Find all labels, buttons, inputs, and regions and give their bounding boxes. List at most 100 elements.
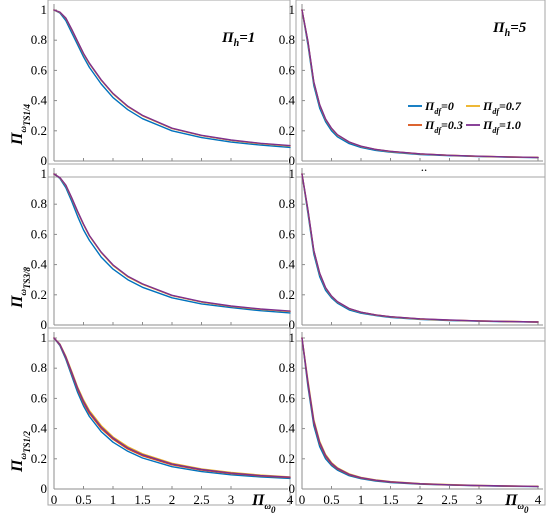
ylabel-row-1: ΠωTS1/4 xyxy=(9,104,32,146)
panel-r2c0-xtick-label-1: 0.5 xyxy=(75,492,91,507)
svg-text:Πdf=0.7: Πdf=0.7 xyxy=(482,99,522,116)
panel-r1c0-series-0 xyxy=(53,173,291,314)
panel-r0c1-ytick-label-4: 0.8 xyxy=(279,32,295,47)
panel-r2c0-xtick-label-4: 2 xyxy=(169,492,176,507)
svg-text:Πω0: Πω0 xyxy=(251,492,276,515)
legend-entry-1: Πdf=0.7 xyxy=(482,99,522,116)
panel-r2c0-xtick-label-2: 1 xyxy=(110,492,117,507)
panel-r2c1-xtick-label-0: 0 xyxy=(299,492,306,507)
svg-text:Πh=1: Πh=1 xyxy=(221,30,255,49)
panel-r2c0-xtick-label-5: 2.5 xyxy=(193,492,209,507)
panel-r2c0-frame xyxy=(47,327,291,506)
panel-r0c0-ytick-label-1: 0.2 xyxy=(31,123,47,138)
panel-r2c1-xtick-label-7: 4 xyxy=(535,492,542,507)
panel-r2c1-ytick-label-5: 1 xyxy=(289,330,296,345)
panel-r1c0-ytick-label-1: 0.2 xyxy=(31,287,47,302)
svg-text:ΠωTS3/8: ΠωTS3/8 xyxy=(9,267,32,309)
svg-text:Πdf=1.0: Πdf=1.0 xyxy=(482,118,521,135)
panel-r2c0-ytick-label-1: 0.2 xyxy=(31,451,47,466)
panel-r0c0-ytick-label-5: 1 xyxy=(41,2,48,17)
panel-r1c0-ytick-label-3: 0.6 xyxy=(31,226,48,241)
panel-r2c1-series-3 xyxy=(301,337,539,488)
panel-r1c1-series-2 xyxy=(301,173,539,323)
panel-r1c1-series-3 xyxy=(301,173,539,323)
panel-r2c1-ytick-label-0: 0 xyxy=(289,481,296,496)
panel-r1c0-frame xyxy=(47,163,291,342)
panel-r2c1-ytick-label-3: 0.6 xyxy=(279,390,296,405)
ylabel-row-3: ΠωTS1/2 xyxy=(9,431,32,473)
panel-r2c0-ytick-label-5: 1 xyxy=(41,330,48,345)
panel-r1c1-series-1 xyxy=(301,173,539,323)
xlabel-col-2: Πω0 xyxy=(504,492,529,515)
panel-r2c1-series-0 xyxy=(301,337,539,488)
panel-r2c0-series-1 xyxy=(53,337,291,479)
panel-r1c0-ytick-label-4: 0.8 xyxy=(31,196,47,211)
panel-r1c0-series-2 xyxy=(53,173,291,313)
panel-r2c1-series-1 xyxy=(301,337,539,488)
panel-r2c1-ytick-label-1: 0.2 xyxy=(279,451,295,466)
panel-r2c1-xtick-label-2: 1 xyxy=(358,492,365,507)
panel-r0c1-ytick-label-5: 1 xyxy=(289,2,296,17)
panel-r2c1-ytick-label-4: 0.8 xyxy=(279,360,295,375)
panel-r1c1-series-0 xyxy=(301,173,539,323)
legend-entry-3: Πdf=1.0 xyxy=(482,118,521,135)
panel-r1c1-ytick-label-3: 0.6 xyxy=(279,226,296,241)
panel-r2c0-xtick-label-0: 0 xyxy=(51,492,58,507)
panel-r0c0-ytick-label-4: 0.8 xyxy=(31,32,47,47)
panel-r2c0-ytick-label-4: 0.8 xyxy=(31,360,47,375)
xlabel-col-1: Πω0 xyxy=(251,492,276,515)
panel-r1c0-ytick-label-2: 0.4 xyxy=(31,257,48,272)
panel-r2c0-ytick-label-3: 0.6 xyxy=(31,390,48,405)
panel-r0c1-ytick-label-1: 0.2 xyxy=(279,123,295,138)
panel-r0c0-ytick-label-3: 0.6 xyxy=(31,62,48,77)
panel-r2c0-ytick-label-2: 0.4 xyxy=(31,421,48,436)
panel-r0c0-series-3 xyxy=(53,9,291,147)
panel-r2c1-xtick-label-6: 3 xyxy=(476,492,483,507)
panel-r1c1-ytick-label-0: 0 xyxy=(289,317,296,332)
legend-entry-2: Πdf=0.3 xyxy=(424,118,463,135)
panel-r2c0-xtick-label-7: 4 xyxy=(287,492,294,507)
panel-r1c1-ytick-label-2: 0.4 xyxy=(279,257,296,272)
stray-mark: .. xyxy=(421,159,428,174)
panel-r0c0-ytick-label-2: 0.4 xyxy=(31,93,48,108)
svg-text:ΠωTS1/2: ΠωTS1/2 xyxy=(9,431,32,473)
panel-r0c0-series-0 xyxy=(53,9,291,149)
panel-r0c0-ytick-label-0: 0 xyxy=(41,153,48,168)
panel-r2c0-series-3 xyxy=(53,337,291,478)
legend-entry-0: Πdf=0 xyxy=(424,99,454,116)
panel-r2c1-xtick-label-3: 1.5 xyxy=(382,492,398,507)
panel-r2c1-series-2 xyxy=(301,337,539,487)
panel-r1c1-frame xyxy=(295,163,546,342)
svg-text:Πdf=0: Πdf=0 xyxy=(424,99,454,116)
panel-r2c1-ytick-label-2: 0.4 xyxy=(279,421,296,436)
svg-text:Πω0: Πω0 xyxy=(504,492,529,515)
column-title-1: Πh=1 xyxy=(221,30,255,49)
panel-r2c0-xtick-label-3: 1.5 xyxy=(134,492,150,507)
panel-r1c0-ytick-label-5: 1 xyxy=(41,166,48,181)
panel-r1c1-ytick-label-4: 0.8 xyxy=(279,196,295,211)
panel-r0c1-ytick-label-2: 0.4 xyxy=(279,93,296,108)
panel-r0c0-frame xyxy=(47,0,291,178)
panel-r0c1-ytick-label-3: 0.6 xyxy=(279,62,296,77)
svg-text:Πh=5: Πh=5 xyxy=(492,20,527,39)
panel-r2c1-xtick-label-5: 2.5 xyxy=(441,492,457,507)
panel-r2c1-frame xyxy=(295,327,546,506)
panel-r1c1-ytick-label-5: 1 xyxy=(289,166,296,181)
svg-text:Πdf=0.3: Πdf=0.3 xyxy=(424,118,463,135)
panel-r1c0-ytick-label-0: 0 xyxy=(41,317,48,332)
panel-r2c0-series-2 xyxy=(53,337,291,478)
ylabel-row-2: ΠωTS3/8 xyxy=(9,267,32,309)
svg-text:ΠωTS1/4: ΠωTS1/4 xyxy=(9,104,32,146)
panel-r2c1-xtick-label-4: 2 xyxy=(417,492,424,507)
column-title-2: Πh=5 xyxy=(492,20,527,39)
panel-r1c1-ytick-label-1: 0.2 xyxy=(279,287,295,302)
panel-r0c1-frame xyxy=(295,0,546,178)
panel-r1c0-series-3 xyxy=(53,173,291,312)
panel-r2c1-xtick-label-1: 0.5 xyxy=(323,492,339,507)
panel-r0c1-ytick-label-0: 0 xyxy=(289,153,296,168)
panel-r2c0-series-0 xyxy=(53,337,291,480)
panel-r0c1-series-3 xyxy=(301,9,539,159)
panel-r1c0-series-1 xyxy=(53,173,291,313)
